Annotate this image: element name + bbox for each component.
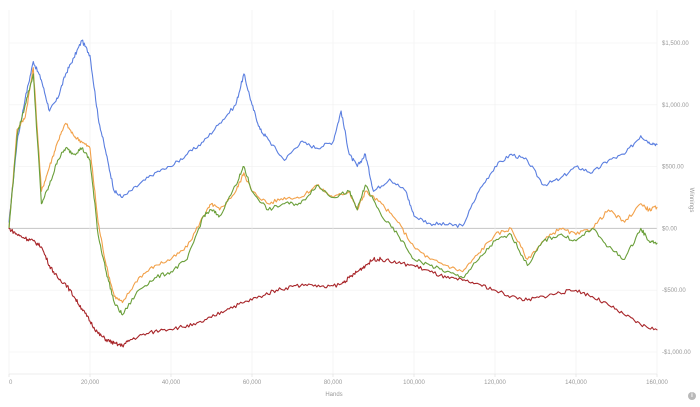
grid-lines [8, 10, 658, 374]
tick-labels: -$1,000.00 -$500.00 $0.00 $500.00 $1,000.00 $… [9, 41, 691, 386]
x-tick-label: 0 [9, 380, 13, 386]
y-tick-label: $1,000.00 [662, 103, 689, 109]
y-tick-label: $500.00 [662, 165, 684, 171]
x-tick-label: 20,000 [81, 380, 100, 386]
x-tick-label: 140,000 [565, 380, 587, 386]
x-tick-label: 100,000 [403, 380, 425, 386]
x-axis-title: Hands [325, 392, 342, 398]
series-line-1 [8, 39, 658, 228]
series-line-4 [8, 227, 658, 348]
y-axis-title: Winnings [688, 188, 694, 213]
series-line-3 [8, 73, 658, 316]
x-tick-label: 120,000 [484, 380, 506, 386]
y-tick-label: $1,500.00 [662, 41, 689, 47]
x-tick-label: 160,000 [646, 380, 668, 386]
y-tick-label: -$1,000.00 [662, 350, 691, 356]
x-tick-label: 80,000 [324, 380, 343, 386]
y-tick-label: $0.00 [662, 226, 678, 232]
axes [8, 373, 658, 377]
x-tick-label: 40,000 [162, 380, 181, 386]
info-icon[interactable]: i [688, 392, 696, 400]
y-tick-label: -$500.00 [662, 288, 686, 294]
series-lines [8, 39, 658, 348]
x-tick-label: 60,000 [243, 380, 262, 386]
